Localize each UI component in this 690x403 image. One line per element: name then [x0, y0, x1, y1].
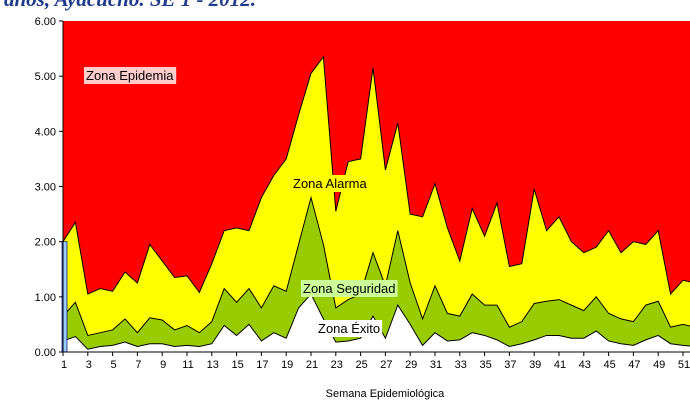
x-tick-label: 15	[231, 359, 243, 371]
zone-label-bg	[84, 67, 177, 84]
x-tick-label: 3	[86, 359, 92, 371]
x-tick-label: 11	[182, 359, 193, 371]
x-tick-label: 47	[628, 359, 640, 371]
x-tick-label: 25	[355, 359, 367, 371]
chart-title: años, Ayacucho. SE 1 - 2012.	[4, 0, 256, 11]
x-tick-label: 7	[135, 359, 141, 371]
x-tick-label: 5	[111, 359, 117, 371]
zone-label-bg	[316, 320, 383, 337]
x-tick-label: 43	[579, 359, 591, 371]
zone-label: Zona Epidemia	[86, 68, 174, 83]
y-tick-label: 2.00	[35, 237, 56, 249]
x-tick-label: 39	[529, 359, 541, 371]
x-tick-label: 13	[207, 359, 219, 371]
x-tick-label: 41	[554, 359, 566, 371]
x-tick-label: 17	[256, 359, 268, 371]
zone-line	[62, 55, 690, 296]
x-tick-label: 29	[405, 359, 417, 371]
x-tick-label: 21	[306, 359, 318, 371]
x-tick-label: 45	[603, 359, 615, 371]
zone-area	[63, 56, 690, 352]
y-tick-label: 0.00	[35, 347, 56, 359]
x-axis-label: Semana Epidemiológica	[326, 388, 446, 400]
y-tick-label: 6.00	[35, 16, 56, 28]
y-tick-label: 4.00	[35, 126, 56, 138]
x-tick-label: 37	[504, 359, 516, 371]
x-tick-label: 27	[380, 359, 392, 371]
zone-label: Zona Éxito	[318, 321, 380, 336]
zone-label-bg	[301, 280, 398, 297]
x-tick-label: 1	[61, 359, 67, 371]
y-tick-label: 5.00	[35, 71, 56, 83]
y-tick-label: 1.00	[35, 292, 56, 304]
x-tick-label: 9	[160, 359, 166, 371]
zone-label-bg	[291, 175, 370, 192]
x-tick-label: 49	[653, 359, 665, 371]
x-tick-label: 51	[678, 359, 690, 371]
x-tick-label: 23	[331, 359, 343, 371]
zone-line	[62, 195, 690, 337]
x-tick-label: 35	[479, 359, 491, 371]
zone-label: Zona Alarma	[293, 176, 367, 191]
x-tick-label: 19	[281, 359, 293, 371]
zone-label: Zona Seguridad	[303, 281, 396, 296]
x-tick-label: 31	[430, 359, 442, 371]
y-tick-label: 3.00	[35, 182, 56, 194]
x-tick-label: 33	[455, 359, 467, 371]
zone-area	[63, 197, 690, 352]
